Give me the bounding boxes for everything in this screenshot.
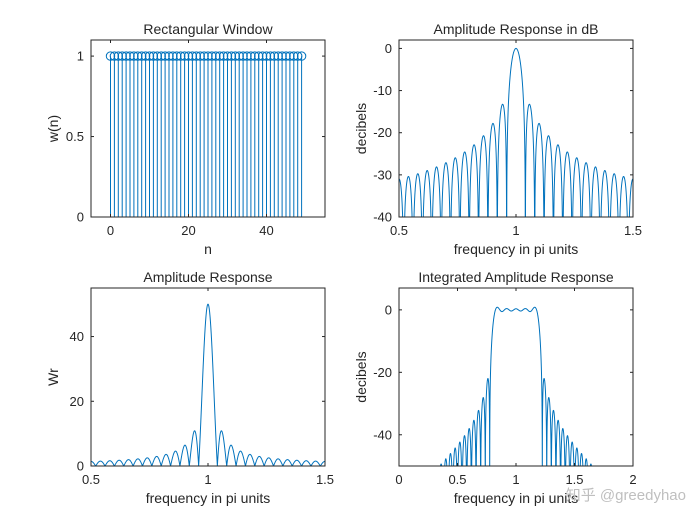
axes-frame [398,287,634,467]
series-line-p2 [399,47,633,217]
y-tick-label: 0 [77,459,84,474]
x-axis-title: frequency in pi units [454,241,579,257]
x-axis-title: frequency in pi units [454,490,579,506]
watermark-text: 知乎 @greedyhao [566,487,686,504]
panel-p1: 0 20 40 0 0.5 1 Rectangular Window n w(n) [45,21,326,257]
x-tick-label: 1.5 [624,223,642,238]
x-tick-label: 1.5 [565,472,583,487]
y-axis-title: Wr [45,368,61,386]
plot-area-p3 [91,303,325,466]
x-tick-label: 0.5 [448,472,466,487]
panel-p3: 0.5 1 1.5 0 20 40 Amplitude Response frequency … [45,269,334,506]
y-tick-label: 1 [77,49,84,64]
x-axis-title: frequency in pi units [146,490,271,506]
y-tick-label: -40 [373,427,392,442]
panel-title: Amplitude Response in dB [434,21,599,37]
y-tick-label: 0 [385,302,392,317]
series-line-p4 [440,306,592,466]
y-tick-label: -30 [373,167,392,182]
y-tick-label: 20 [70,394,84,409]
y-axis-title: decibels [353,351,369,402]
y-tick-label: 40 [70,329,84,344]
x-tick-label: 1 [512,472,519,487]
plot-area-p2 [399,47,633,217]
plot-area-p4 [440,306,592,466]
y-tick-label: -40 [373,210,392,225]
x-tick-label: 20 [181,223,195,238]
x-tick-label: 40 [259,223,273,238]
axes-frame [90,287,326,467]
x-tick-label: 2 [629,472,636,487]
y-tick-label: 0 [77,210,84,225]
axes-frame [90,39,326,218]
y-tick-label: 0.5 [66,129,84,144]
panel-p2: 0.5 1 1.5 0 -10 -20 -30 -40 Amplitude Response i… [353,21,642,257]
x-axis-title: n [204,241,212,257]
y-axis-title: w(n) [45,115,61,143]
x-tick-label: 1.5 [316,472,334,487]
axes-frame [398,39,634,218]
panel-title: Integrated Amplitude Response [418,269,614,285]
y-tick-label: -10 [373,83,392,98]
plot-area-p1 [105,51,307,217]
y-axis-title: decibels [353,103,369,154]
series-line-p3 [91,303,325,466]
panel-title: Amplitude Response [143,269,272,285]
y-tick-label: -20 [373,125,392,140]
x-tick-label: 1 [512,223,519,238]
y-tick-label: -20 [373,365,392,380]
x-tick-label: 0.5 [82,472,100,487]
x-tick-label: 0 [107,223,114,238]
x-tick-label: 0 [395,472,402,487]
panel-title: Rectangular Window [143,21,273,37]
panel-p4: 0 0.5 1 1.5 2 0 -20 -40 Integrated Amplitude Res… [353,269,637,506]
x-tick-label: 1 [204,472,211,487]
y-tick-label: 0 [385,41,392,56]
x-tick-label: 0.5 [390,223,408,238]
stem-marker [296,51,307,61]
